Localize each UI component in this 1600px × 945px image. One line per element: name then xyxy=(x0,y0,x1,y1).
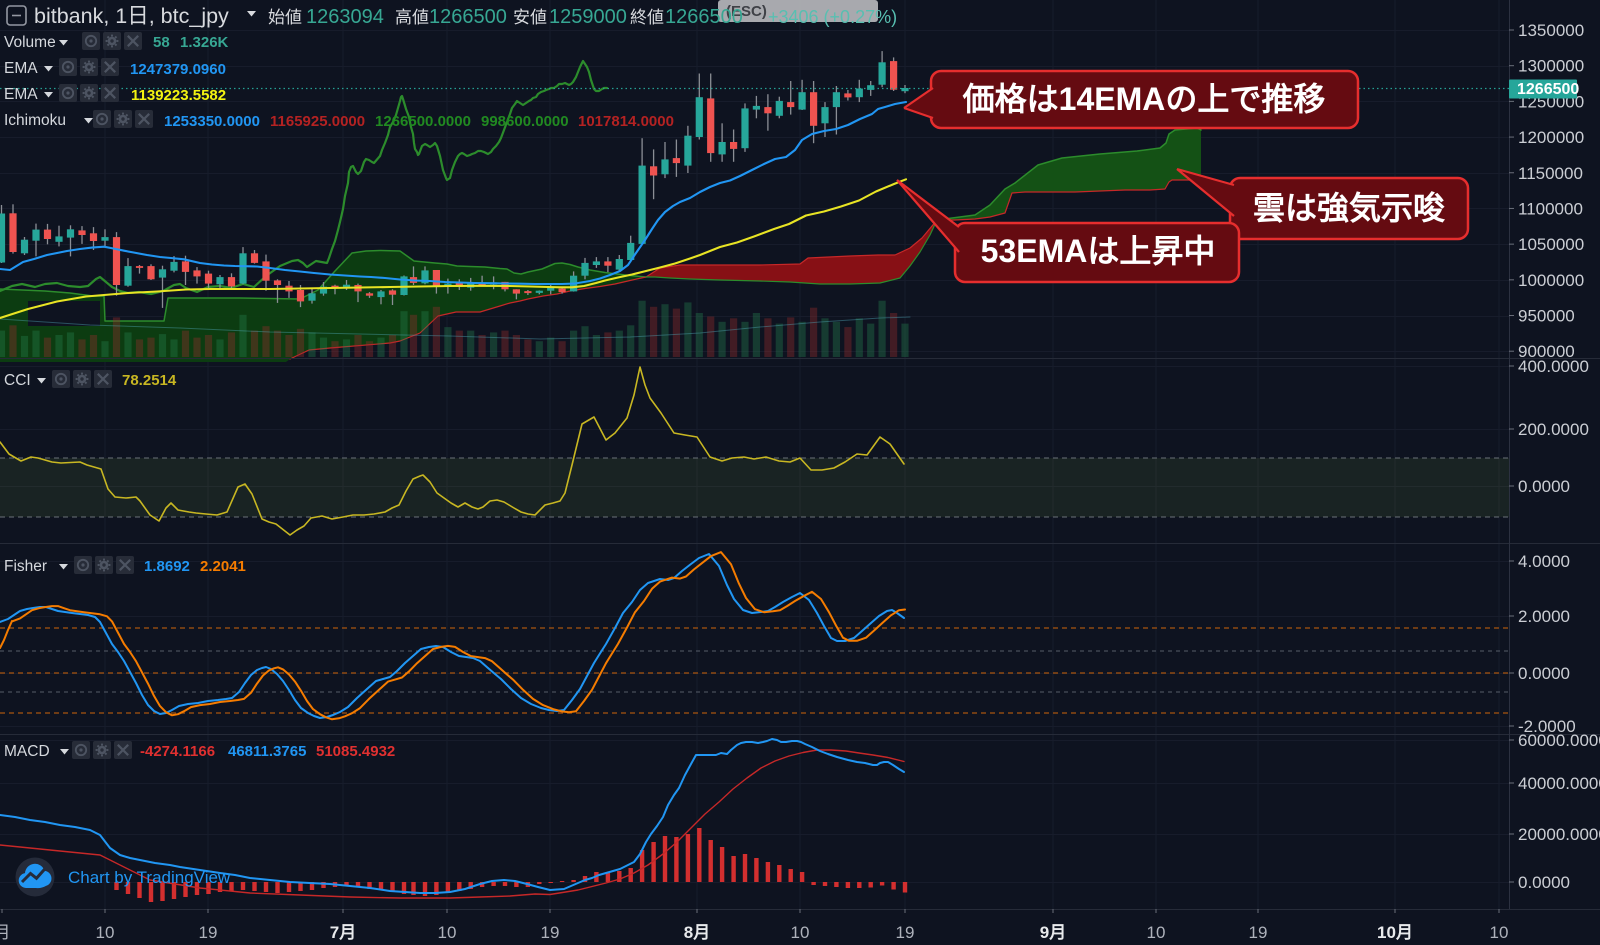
svg-text:-4274.1166: -4274.1166 xyxy=(140,743,215,760)
svg-text:1150000: 1150000 xyxy=(1518,164,1583,183)
svg-text:安値: 安値 xyxy=(513,8,547,27)
svg-text:19: 19 xyxy=(541,923,560,942)
svg-text:価格は14EMAの上で推移: 価格は14EMAの上で推移 xyxy=(962,81,1326,117)
svg-text:bitbank, 1日, btc_jpy: bitbank, 1日, btc_jpy xyxy=(34,4,229,28)
svg-text:1.326K: 1.326K xyxy=(180,34,229,51)
svg-text:0.0000: 0.0000 xyxy=(1518,664,1570,683)
svg-text:10: 10 xyxy=(96,923,115,942)
svg-text:1050000: 1050000 xyxy=(1518,235,1584,254)
svg-text:-2.0000: -2.0000 xyxy=(1518,717,1576,736)
svg-text:1266500: 1266500 xyxy=(1517,81,1579,98)
svg-text:10: 10 xyxy=(438,923,457,942)
svg-text:1.8692: 1.8692 xyxy=(144,558,190,575)
svg-text:2.2041: 2.2041 xyxy=(200,558,246,575)
svg-text:19: 19 xyxy=(896,923,915,942)
svg-text:51085.4932: 51085.4932 xyxy=(316,743,395,760)
svg-text:1200000: 1200000 xyxy=(1518,128,1584,147)
svg-text:4.0000: 4.0000 xyxy=(1518,552,1570,571)
svg-text:Chart by TradingView: Chart by TradingView xyxy=(68,868,231,887)
svg-text:9月: 9月 xyxy=(1040,923,1066,942)
svg-text:1247379.0960: 1247379.0960 xyxy=(130,61,226,78)
svg-text:1350000: 1350000 xyxy=(1518,21,1584,40)
svg-text:1100000: 1100000 xyxy=(1518,199,1583,218)
svg-text:58: 58 xyxy=(153,34,170,51)
svg-text:19: 19 xyxy=(1249,923,1268,942)
svg-text:19: 19 xyxy=(199,923,218,942)
svg-text:1259000: 1259000 xyxy=(549,6,627,28)
svg-text:EMA: EMA xyxy=(4,86,38,103)
svg-text:8月: 8月 xyxy=(684,923,710,942)
svg-text:雲は強気示唆: 雲は強気示唆 xyxy=(1253,190,1445,226)
svg-text:40000.0000: 40000.0000 xyxy=(1518,774,1600,793)
svg-text:7月: 7月 xyxy=(330,923,356,942)
svg-text:78.2514: 78.2514 xyxy=(122,372,177,389)
svg-text:2.0000: 2.0000 xyxy=(1518,607,1570,626)
svg-text:Volume: Volume xyxy=(4,34,56,51)
svg-text:200.0000: 200.0000 xyxy=(1518,420,1589,439)
svg-text:MACD: MACD xyxy=(4,743,50,760)
svg-text:1000000: 1000000 xyxy=(1518,271,1584,290)
svg-text:1165925.0000: 1165925.0000 xyxy=(270,113,365,130)
svg-text:1253350.0000: 1253350.0000 xyxy=(164,113,260,130)
svg-text:20000.0000: 20000.0000 xyxy=(1518,825,1600,844)
svg-text:CCI: CCI xyxy=(4,372,31,389)
svg-text:月: 月 xyxy=(0,923,11,942)
svg-text:0.0000: 0.0000 xyxy=(1518,477,1570,496)
svg-text:1266500.0000: 1266500.0000 xyxy=(375,113,471,130)
svg-text:900000: 900000 xyxy=(1518,342,1575,361)
svg-text:950000: 950000 xyxy=(1518,307,1575,326)
svg-text:終値: 終値 xyxy=(630,8,664,27)
svg-text:Ichimoku: Ichimoku xyxy=(4,112,66,129)
svg-text:400.0000: 400.0000 xyxy=(1518,357,1589,376)
svg-text:1139223.5582: 1139223.5582 xyxy=(131,87,226,104)
svg-text:998600.0000: 998600.0000 xyxy=(481,113,569,130)
svg-text:1266500: 1266500 xyxy=(429,6,507,28)
svg-text:46811.3765: 46811.3765 xyxy=(228,743,306,760)
svg-text:10: 10 xyxy=(1490,923,1509,942)
svg-text:1263094: 1263094 xyxy=(306,6,384,28)
svg-text:1017814.0000: 1017814.0000 xyxy=(578,113,674,130)
svg-text:10月: 10月 xyxy=(1377,923,1413,942)
svg-text:+3406 (+0.27%): +3406 (+0.27%) xyxy=(768,7,897,27)
svg-text:10: 10 xyxy=(1147,923,1166,942)
svg-text:1300000: 1300000 xyxy=(1518,57,1584,76)
svg-text:0.0000: 0.0000 xyxy=(1518,873,1570,892)
svg-text:53EMAは上昇中: 53EMAは上昇中 xyxy=(981,233,1216,269)
svg-text:(ESC): (ESC) xyxy=(726,3,767,20)
svg-text:Fisher: Fisher xyxy=(4,558,47,575)
svg-text:60000.0000: 60000.0000 xyxy=(1518,731,1600,750)
svg-text:EMA: EMA xyxy=(4,60,38,77)
svg-text:始値: 始値 xyxy=(268,8,302,27)
svg-text:10: 10 xyxy=(791,923,810,942)
svg-text:高値: 高値 xyxy=(395,8,429,27)
svg-text:1266500: 1266500 xyxy=(665,6,743,28)
